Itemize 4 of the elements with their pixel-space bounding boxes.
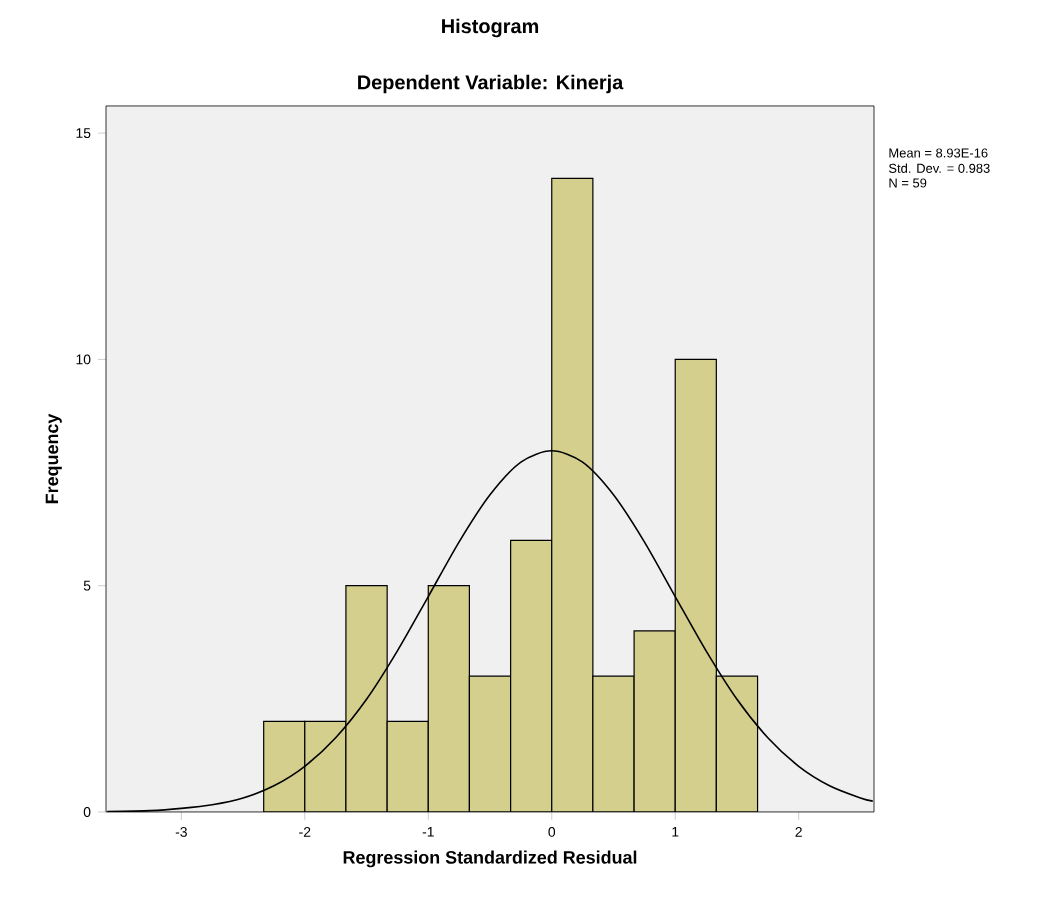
x-axis-title: Regression Standardized Residual	[343, 850, 637, 868]
chart-subtitle: Dependent Variable: Kinerja	[358, 74, 624, 94]
chart-title: Histogram	[442, 18, 539, 38]
y-axis-title: Frequency	[45, 413, 62, 504]
